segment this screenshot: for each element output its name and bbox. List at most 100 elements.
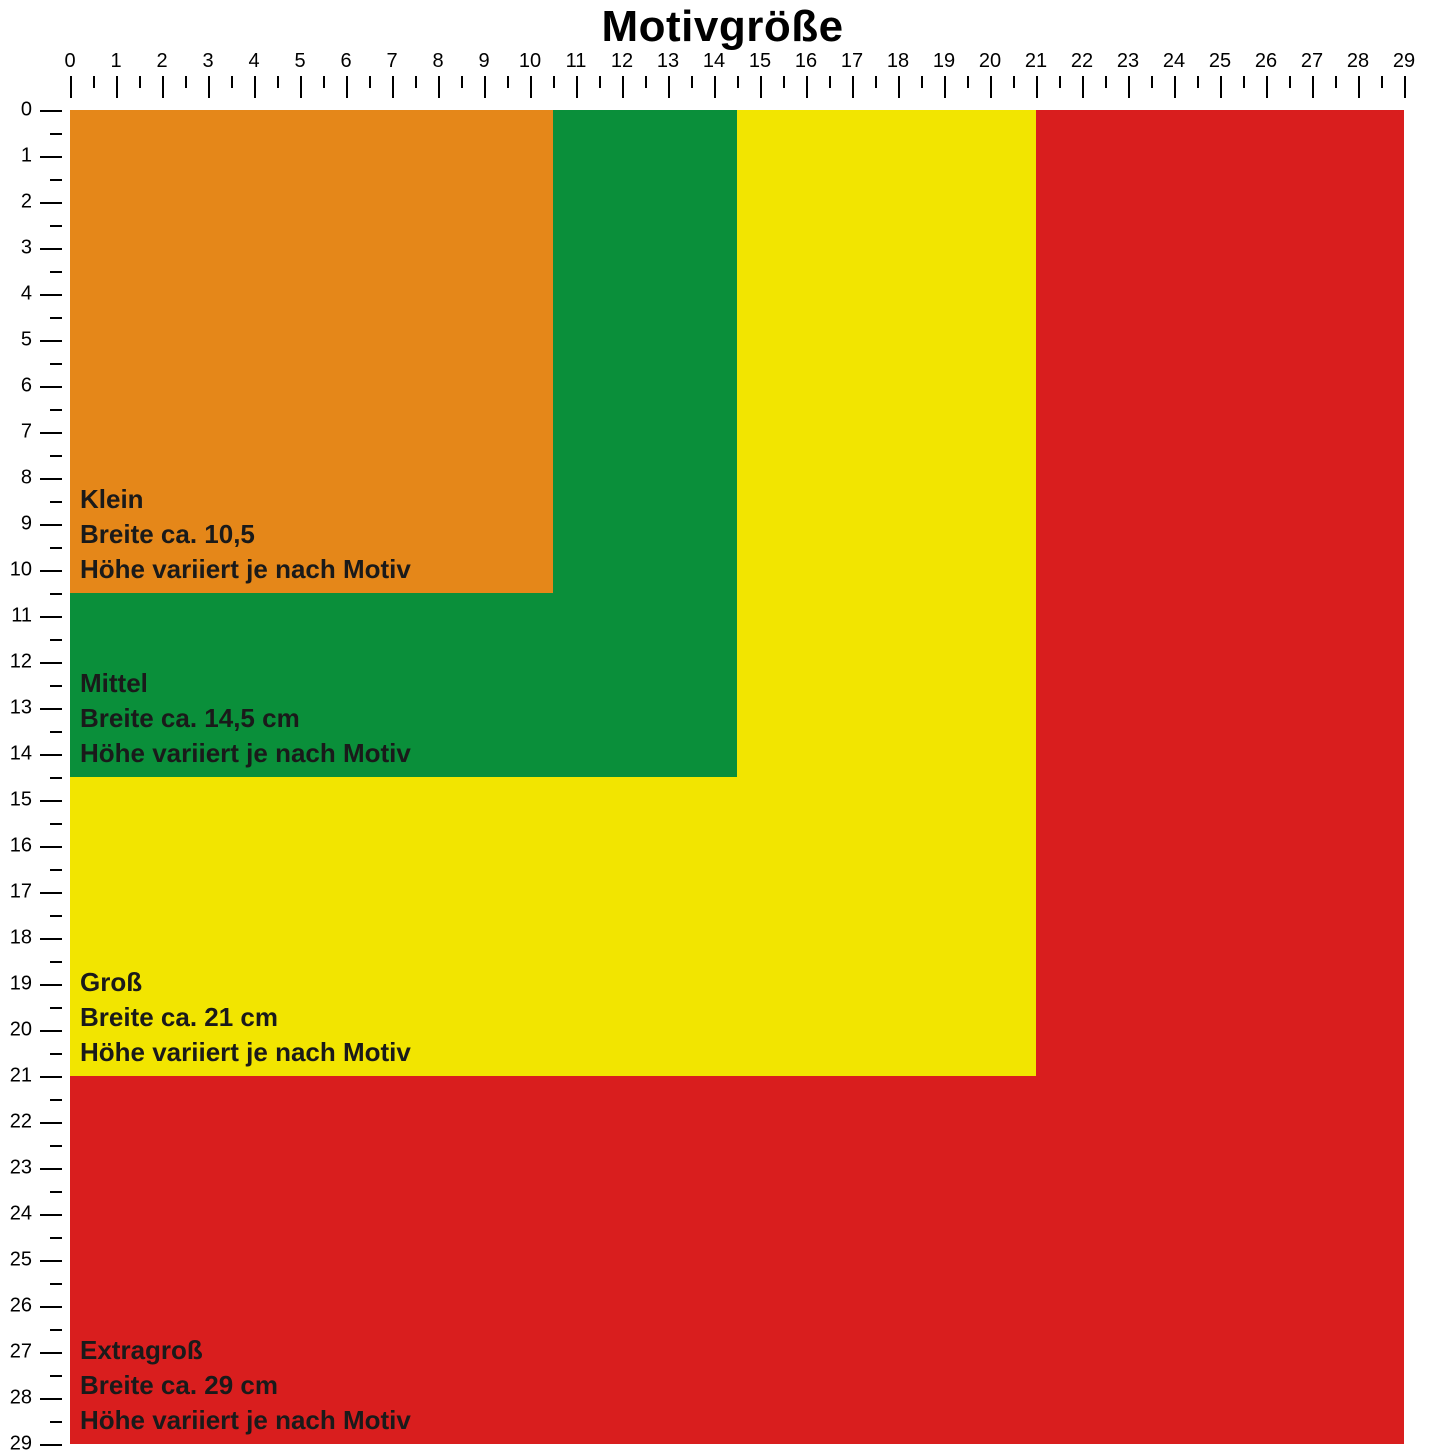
ruler-top-number: 17 <box>841 50 863 73</box>
ruler-left-number: 15 <box>10 789 32 812</box>
ruler-left-tick-minor <box>50 225 62 227</box>
ruler-left-tick-major <box>40 1444 62 1446</box>
ruler-left-tick-major <box>40 846 62 848</box>
ruler-left-tick-major <box>40 616 62 618</box>
ruler-top-tick-minor <box>139 76 141 88</box>
ruler-top-number: 24 <box>1163 50 1185 73</box>
ruler-top-tick-minor <box>507 76 509 88</box>
ruler-left-tick-major <box>40 1260 62 1262</box>
ruler-top-tick-major <box>1036 76 1038 98</box>
ruler-top-number: 10 <box>519 50 541 73</box>
ruler-left-tick-major <box>40 570 62 572</box>
ruler-top-number: 26 <box>1255 50 1277 73</box>
ruler-top-tick-minor <box>599 76 601 88</box>
ruler-top-number: 19 <box>933 50 955 73</box>
size-label-title: Klein <box>80 482 411 517</box>
ruler-left-number: 12 <box>10 651 32 674</box>
page-title: Motivgröße <box>0 2 1445 52</box>
ruler-top-tick-major <box>1174 76 1176 98</box>
size-label-title: Extragroß <box>80 1333 411 1368</box>
ruler-top-tick-minor <box>1105 76 1107 88</box>
ruler-left-tick-major <box>40 202 62 204</box>
ruler-top-number: 12 <box>611 50 633 73</box>
ruler-left-tick-major <box>40 938 62 940</box>
ruler-left-number: 11 <box>11 605 32 628</box>
ruler-left-tick-minor <box>50 179 62 181</box>
ruler-top-number: 3 <box>202 50 213 73</box>
ruler-left-tick-minor <box>50 1007 62 1009</box>
ruler-left-number: 20 <box>10 1019 32 1042</box>
ruler-left-number: 17 <box>10 881 32 904</box>
ruler-left-tick-minor <box>50 1145 62 1147</box>
ruler-top-number: 2 <box>156 50 167 73</box>
ruler-left-tick-minor <box>50 777 62 779</box>
size-label-title: Mittel <box>80 666 411 701</box>
ruler-top-tick-minor <box>1289 76 1291 88</box>
ruler-top-tick-major <box>162 76 164 98</box>
ruler-top: 0123456789101112131415161718192021222324… <box>70 50 1404 110</box>
size-label-width: Breite ca. 10,5 <box>80 517 411 552</box>
size-label-gross: GroßBreite ca. 21 cmHöhe variiert je nac… <box>80 965 411 1070</box>
ruler-left-number: 18 <box>10 927 32 950</box>
ruler-left-tick-minor <box>50 547 62 549</box>
ruler-top-tick-major <box>1082 76 1084 98</box>
ruler-left-number: 28 <box>10 1387 32 1410</box>
ruler-left-tick-minor <box>50 915 62 917</box>
ruler-left-tick-major <box>40 708 62 710</box>
ruler-top-number: 14 <box>703 50 725 73</box>
size-label-title: Groß <box>80 965 411 1000</box>
ruler-left-tick-major <box>40 432 62 434</box>
ruler-left-tick-major <box>40 478 62 480</box>
ruler-top-number: 16 <box>795 50 817 73</box>
ruler-top-tick-major <box>898 76 900 98</box>
ruler-left-tick-minor <box>50 1283 62 1285</box>
ruler-left-tick-major <box>40 524 62 526</box>
ruler-left-number: 26 <box>10 1295 32 1318</box>
ruler-top-number: 9 <box>478 50 489 73</box>
ruler-top-tick-minor <box>323 76 325 88</box>
size-label-width: Breite ca. 14,5 cm <box>80 701 411 736</box>
ruler-top-number: 23 <box>1117 50 1139 73</box>
ruler-top-tick-minor <box>1243 76 1245 88</box>
ruler-left-tick-minor <box>50 455 62 457</box>
ruler-top-tick-major <box>70 76 72 98</box>
ruler-top-number: 8 <box>432 50 443 73</box>
ruler-top-tick-minor <box>737 76 739 88</box>
ruler-top-tick-minor <box>921 76 923 88</box>
ruler-left-tick-major <box>40 294 62 296</box>
ruler-left-number: 4 <box>21 283 32 306</box>
size-label-height: Höhe variiert je nach Motiv <box>80 736 411 771</box>
ruler-left-number: 29 <box>10 1433 32 1456</box>
ruler-top-number: 1 <box>110 50 121 73</box>
ruler-top-tick-minor <box>1335 76 1337 88</box>
ruler-top-number: 5 <box>294 50 305 73</box>
ruler-top-tick-major <box>990 76 992 98</box>
ruler-left-number: 5 <box>21 329 32 352</box>
ruler-top-tick-minor <box>415 76 417 88</box>
ruler-left-tick-minor <box>50 823 62 825</box>
ruler-top-tick-major <box>714 76 716 98</box>
ruler-left-tick-minor <box>50 685 62 687</box>
ruler-top-number: 28 <box>1347 50 1369 73</box>
ruler-top-tick-major <box>852 76 854 98</box>
ruler-top-tick-minor <box>277 76 279 88</box>
ruler-left-number: 22 <box>10 1111 32 1134</box>
ruler-top-tick-minor <box>553 76 555 88</box>
ruler-left-tick-minor <box>50 363 62 365</box>
ruler-top-tick-minor <box>691 76 693 88</box>
ruler-top-number: 20 <box>979 50 1001 73</box>
ruler-top-number: 13 <box>657 50 679 73</box>
ruler-left-tick-minor <box>50 1099 62 1101</box>
ruler-top-tick-minor <box>1151 76 1153 88</box>
ruler-left-tick-minor <box>50 409 62 411</box>
ruler-top-tick-major <box>806 76 808 98</box>
size-diagram: Motivgröße 01234567891011121314151617181… <box>0 0 1445 1445</box>
ruler-top-tick-minor <box>461 76 463 88</box>
ruler-left-number: 14 <box>10 743 32 766</box>
ruler-top-tick-minor <box>645 76 647 88</box>
ruler-left-tick-major <box>40 1306 62 1308</box>
ruler-left-tick-minor <box>50 1237 62 1239</box>
ruler-left-tick-minor <box>50 133 62 135</box>
ruler-left-number: 9 <box>21 513 32 536</box>
ruler-left-tick-minor <box>50 869 62 871</box>
